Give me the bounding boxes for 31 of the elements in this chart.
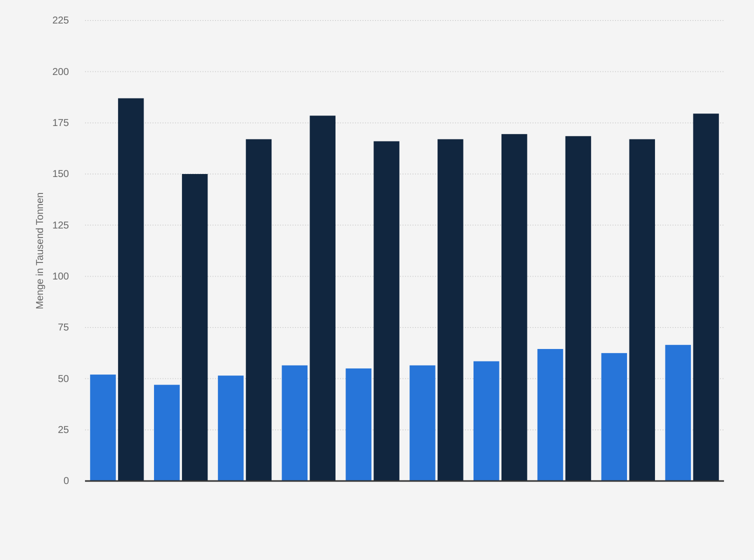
bar	[438, 139, 464, 481]
y-tick-label: 50	[58, 374, 70, 385]
bar	[374, 141, 400, 481]
y-tick-label: 25	[58, 425, 70, 436]
y-tick-label: 225	[52, 16, 70, 27]
bar	[601, 353, 628, 481]
bar	[118, 98, 144, 481]
y-axis-title: Menge in Tausend Tonnen	[35, 192, 46, 310]
bar	[246, 139, 272, 481]
bar	[665, 344, 691, 481]
y-tick-label: 75	[58, 322, 70, 334]
y-tick-label: 200	[52, 66, 70, 78]
bar	[501, 134, 528, 481]
bar	[537, 348, 564, 481]
bar	[182, 174, 208, 481]
y-tick-label: 175	[52, 118, 70, 130]
bar	[629, 139, 655, 481]
y-tick-label: 150	[52, 169, 70, 180]
bar	[693, 114, 719, 481]
bar	[474, 361, 500, 481]
bar	[154, 384, 180, 481]
bar	[565, 136, 592, 481]
bar	[218, 376, 244, 481]
bar	[410, 365, 436, 481]
bar	[346, 368, 372, 481]
bar	[90, 374, 116, 481]
y-tick-label: 100	[52, 272, 70, 283]
bar	[310, 116, 336, 481]
y-tick-label: 0	[63, 476, 70, 488]
bar	[282, 365, 308, 481]
y-tick-label: 125	[52, 220, 70, 232]
